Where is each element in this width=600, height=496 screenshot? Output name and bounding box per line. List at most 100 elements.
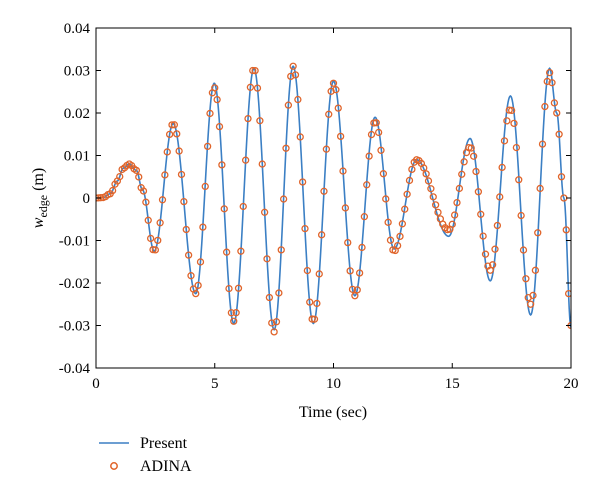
adina-marker [139, 187, 148, 195]
adina-marker [541, 102, 549, 111]
adina-marker [431, 201, 440, 209]
adina-marker [355, 269, 364, 277]
legend-marker-adina [110, 462, 118, 470]
adina-marker [158, 196, 167, 204]
adina-marker [287, 72, 295, 81]
adina-marker [453, 198, 461, 207]
adina-marker [220, 205, 228, 213]
adina-marker [358, 243, 366, 252]
adina-marker [460, 158, 468, 166]
adina-marker [401, 205, 409, 213]
adina-marker [301, 224, 309, 233]
adina-marker [270, 328, 278, 336]
adina-marker [517, 211, 525, 220]
adina-marker [308, 315, 316, 323]
adina-marker [427, 185, 435, 193]
adina-marker [341, 204, 350, 212]
adina-marker [144, 216, 152, 224]
adina-marker [317, 231, 326, 239]
adina-marker [500, 137, 509, 145]
adina-marker [268, 319, 276, 327]
adina-marker [135, 173, 143, 181]
adina-marker [396, 232, 404, 241]
adina-marker [194, 281, 202, 290]
adina-marker [163, 148, 171, 156]
adina-marker [116, 172, 124, 181]
adina-marker [258, 160, 266, 168]
adina-marker [222, 248, 231, 256]
adina-marker [550, 99, 559, 107]
adina-marker [294, 95, 302, 104]
adina-marker [192, 289, 200, 298]
adina-marker [156, 219, 164, 227]
adina-marker [393, 241, 402, 250]
adina-marker [420, 164, 428, 172]
adina-marker [403, 190, 411, 198]
adina-marker [548, 79, 556, 87]
adina-marker [227, 309, 236, 317]
adina-marker [244, 114, 252, 123]
adina-marker [351, 292, 359, 300]
adina-marker [199, 223, 207, 231]
adina-marker [534, 229, 542, 237]
adina-marker [184, 251, 193, 259]
adina-marker [230, 317, 238, 325]
adina-marker [310, 315, 319, 323]
adina-marker [225, 284, 233, 293]
y-tick-label: 0.01 [64, 149, 90, 165]
adina-marker [175, 147, 183, 155]
adina-marker [448, 220, 456, 228]
adina-marker [538, 140, 547, 148]
adina-marker [161, 171, 169, 179]
adina-marker [253, 84, 262, 92]
adina-marker [237, 247, 245, 255]
adina-marker [493, 221, 502, 230]
adina-marker [327, 87, 335, 95]
adina-marker [434, 208, 442, 216]
adina-marker [367, 130, 376, 139]
adina-marker [168, 121, 176, 129]
y-axis: -0.04 -0.03 -0.02 -0.01 0 0.01 0.02 0.03 0.04 [59, 21, 571, 377]
adina-marker [151, 246, 160, 254]
x-tick-label: 20 [564, 376, 579, 392]
adina-marker [241, 156, 250, 164]
adina-marker [458, 170, 466, 178]
adina-marker [282, 144, 290, 152]
x-tick-label: 0 [92, 376, 100, 392]
adina-marker [279, 195, 288, 203]
adina-marker [132, 166, 141, 175]
x-tick-label: 10 [326, 376, 341, 392]
adina-marker [165, 130, 174, 139]
adina-marker [291, 71, 300, 79]
adina-marker [491, 245, 499, 253]
adina-marker [246, 83, 255, 91]
adina-marker [374, 128, 383, 137]
adina-marker [386, 236, 395, 244]
adina-marker [515, 176, 523, 184]
y-tick-label: 0.03 [64, 64, 90, 80]
adina-marker [332, 86, 340, 94]
adina-marker [296, 133, 304, 141]
adina-marker [322, 145, 331, 153]
adina-marker [360, 213, 369, 221]
adina-marker [450, 211, 459, 219]
adina-marker [488, 261, 497, 269]
adina-marker [424, 177, 433, 185]
x-tick-label: 15 [445, 376, 460, 392]
adina-marker [313, 299, 321, 308]
adina-marker [263, 255, 271, 263]
adina-marker [503, 117, 511, 125]
adina-marker [211, 84, 219, 92]
adina-marker [289, 62, 297, 70]
adina-marker [177, 170, 186, 179]
adina-marker [512, 143, 521, 152]
adina-marker [218, 161, 226, 169]
adina-marker [306, 298, 314, 306]
adina-marker [498, 163, 506, 172]
adina-marker [315, 270, 323, 278]
adina-marker [405, 176, 414, 185]
adina-marker [363, 181, 371, 189]
adina-marker [239, 202, 247, 211]
y-tick-label: 0.04 [64, 21, 91, 37]
